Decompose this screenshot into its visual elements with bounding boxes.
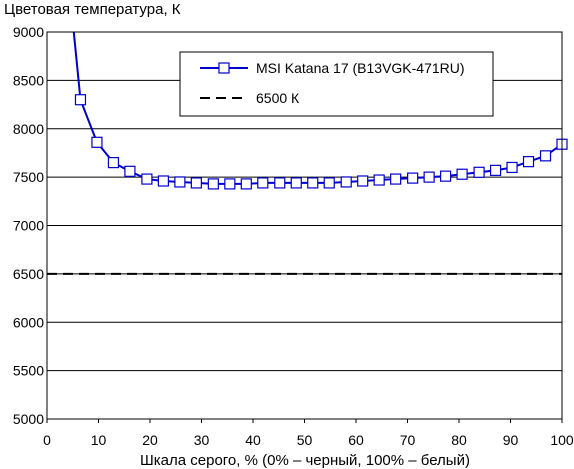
data-point [407, 172, 419, 184]
data-point [224, 178, 236, 190]
x-tick-labels: 0 10 20 30 40 50 60 70 80 90 100 [43, 419, 574, 448]
y-axis-title: Цветовая температура, К [4, 1, 181, 18]
data-point [141, 173, 153, 185]
data-point [423, 171, 435, 183]
data-point [157, 175, 169, 187]
data-point [506, 161, 518, 174]
data-point [373, 174, 385, 186]
y-tick-label: 8500 [13, 72, 44, 88]
y-tick-label: 5500 [13, 363, 44, 379]
data-point [357, 175, 369, 187]
x-tick-label: 30 [194, 432, 210, 448]
legend: MSI Katana 17 (B13VGK-471RU) 6500 К [179, 51, 494, 117]
legend-marker-series-1 [218, 62, 230, 74]
data-point [390, 173, 402, 185]
x-tick-label: 40 [245, 432, 261, 448]
x-tick-label: 60 [348, 432, 364, 448]
y-tick-labels: 5000 5500 6000 6500 7000 7500 8000 8500 9000 [13, 24, 44, 427]
data-point [240, 178, 252, 190]
y-tick-label: 7000 [13, 218, 44, 234]
data-point [124, 165, 136, 177]
x-tick-label: 50 [297, 432, 313, 448]
data-point [539, 150, 552, 162]
x-tick-label: 10 [91, 432, 107, 448]
y-tick-label: 6000 [13, 314, 44, 330]
y-tick-label: 6500 [13, 266, 44, 282]
data-point [456, 168, 468, 180]
y-tick-label: 7500 [13, 169, 44, 185]
x-tick-label: 90 [503, 432, 519, 448]
data-point [74, 94, 87, 106]
data-point [207, 178, 219, 190]
data-point [473, 166, 485, 178]
data-point [440, 170, 452, 182]
data-point [323, 177, 335, 189]
x-tick-label: 0 [43, 432, 51, 448]
legend-label-series-2: 6500 К [256, 90, 300, 106]
data-point [489, 164, 502, 176]
data-point [257, 177, 269, 189]
data-point [107, 157, 120, 169]
data-point [190, 177, 202, 189]
x-axis-title: Шкала серого, % (0% – черный, 100% – бел… [140, 452, 470, 469]
data-point [290, 177, 302, 189]
data-point [174, 176, 186, 188]
y-tick-label: 9000 [13, 24, 44, 40]
data-point [91, 136, 103, 148]
x-tick-label: 100 [550, 432, 574, 448]
data-point [274, 177, 286, 189]
legend-box [179, 51, 494, 117]
data-point [522, 156, 535, 168]
y-tick-label: 5000 [13, 411, 44, 427]
data-point [340, 176, 352, 188]
x-tick-label: 80 [451, 432, 467, 448]
legend-label-series-1: MSI Katana 17 (B13VGK-471RU) [256, 60, 465, 76]
y-tick-label: 8000 [13, 121, 44, 137]
x-tick-label: 20 [142, 432, 158, 448]
plot-frame [46, 31, 563, 420]
x-tick-label: 70 [400, 432, 416, 448]
data-point [307, 177, 319, 189]
